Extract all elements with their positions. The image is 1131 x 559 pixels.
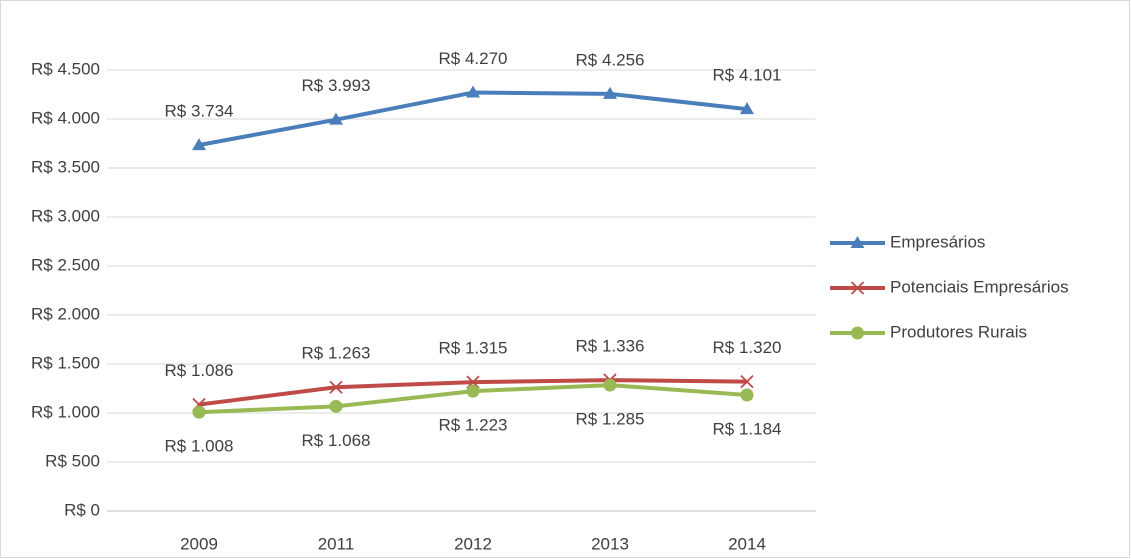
data-label: R$ 1.320 [713, 338, 782, 357]
data-point [603, 86, 617, 99]
data-point [740, 388, 754, 402]
data-point [329, 399, 343, 413]
data-label: R$ 1.068 [302, 431, 371, 450]
data-label: R$ 1.315 [439, 339, 508, 358]
y-tick-label: R$ 1.500 [31, 353, 100, 372]
y-tick-label: R$ 3.500 [31, 157, 100, 176]
legend-label: Potenciais Empresários [890, 277, 1069, 296]
y-tick-label: R$ 4.500 [31, 59, 100, 78]
data-label: R$ 1.285 [576, 410, 645, 429]
data-point [740, 102, 754, 115]
data-label: R$ 4.256 [576, 50, 645, 69]
y-tick-label: R$ 2.000 [31, 304, 100, 323]
x-tick-label: 2014 [728, 534, 766, 553]
data-label: R$ 4.270 [439, 49, 508, 68]
data-point [740, 375, 754, 389]
x-tick-label: 2013 [591, 534, 629, 553]
data-label: R$ 3.734 [165, 102, 234, 121]
data-label: R$ 3.993 [302, 76, 371, 95]
data-label: R$ 1.086 [165, 361, 234, 380]
data-label: R$ 4.101 [713, 66, 782, 85]
y-tick-label: R$ 2.500 [31, 255, 100, 274]
data-label: R$ 1.263 [302, 344, 371, 363]
x-tick-label: 2011 [318, 534, 355, 553]
data-point [603, 378, 617, 392]
data-label: R$ 1.184 [713, 419, 782, 438]
data-point [192, 405, 206, 419]
legend-marker [850, 281, 865, 295]
legend-label: Produtores Rurais [890, 322, 1027, 341]
data-point [329, 380, 343, 394]
legend-marker [851, 326, 864, 340]
legend-marker [850, 236, 865, 248]
y-tick-label: R$ 1.000 [31, 402, 100, 421]
y-tick-label: R$ 3.000 [31, 206, 100, 225]
data-point [329, 112, 343, 125]
data-point [466, 85, 480, 98]
data-point [466, 384, 480, 398]
y-tick-label: R$ 4.000 [31, 108, 100, 127]
y-tick-label: R$ 500 [45, 451, 100, 470]
data-label: R$ 1.223 [439, 416, 508, 435]
x-tick-label: 2009 [180, 534, 218, 553]
data-label: R$ 1.336 [576, 337, 645, 356]
data-label: R$ 1.008 [165, 437, 234, 456]
x-tick-label: 2012 [454, 534, 492, 553]
legend-label: Empresários [890, 232, 985, 251]
y-tick-label: R$ 0 [64, 500, 100, 519]
data-point [192, 138, 206, 151]
